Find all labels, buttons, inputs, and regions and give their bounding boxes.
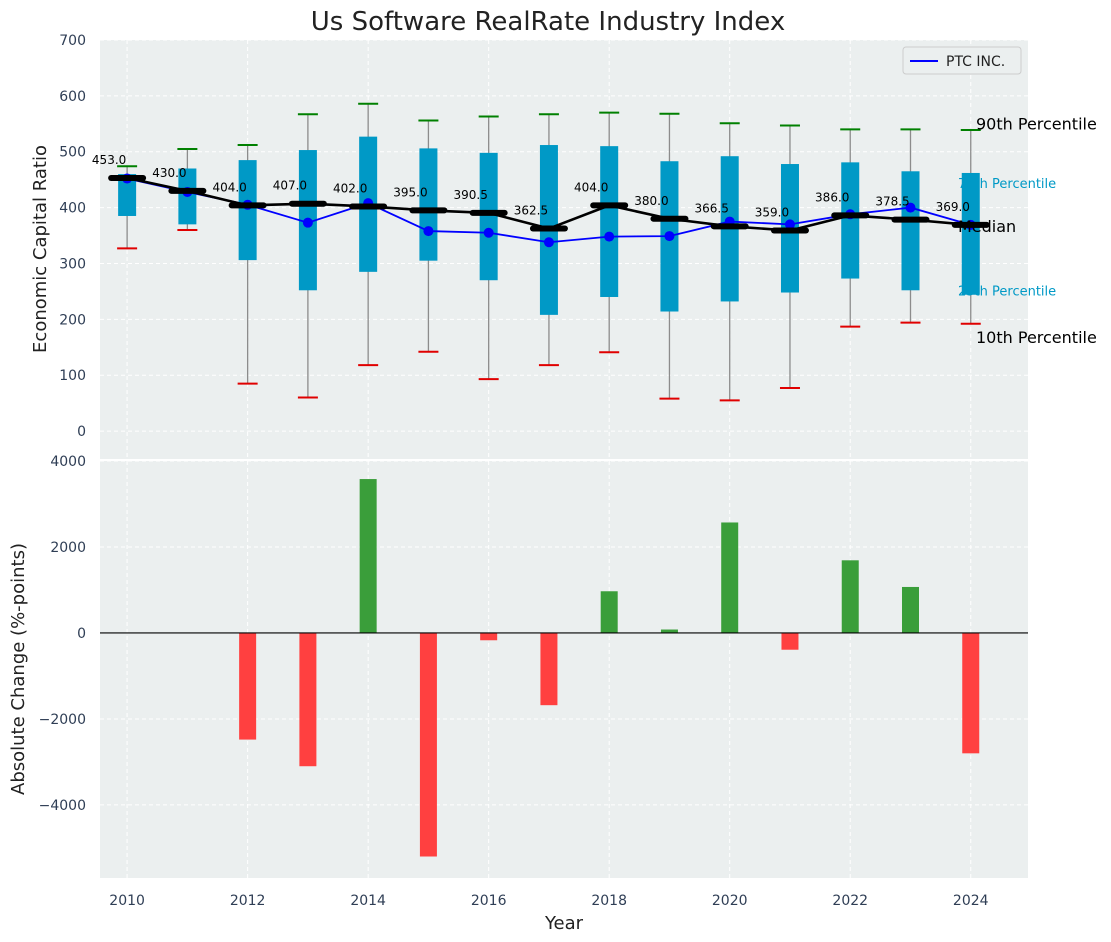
median-value-label: 390.5 (453, 188, 487, 202)
bottom-y-axis-ticks: −4000 −2000 0 2000 4000 (39, 454, 86, 814)
top-y-tick-label: 500 (59, 145, 86, 161)
median-value-label: 395.0 (393, 185, 427, 199)
change-bar (660, 629, 678, 633)
x-tick-label: 2024 (953, 893, 989, 909)
company-point (905, 202, 916, 213)
change-bar (600, 591, 618, 633)
annotation-p25: 25th Percentile (958, 284, 1056, 299)
change-bar (540, 632, 558, 706)
change-bar (841, 560, 859, 633)
change-bar (901, 586, 919, 633)
change-bar (721, 522, 739, 633)
median-value-label: 404.0 (212, 180, 246, 194)
x-tick-label: 2018 (591, 893, 627, 909)
x-axis-ticks: 2010 2012 2014 2016 2018 2020 2022 2024 (109, 893, 988, 909)
iqr-box (118, 174, 137, 216)
legend-box (902, 46, 1022, 75)
company-point (483, 227, 494, 238)
company-point (423, 226, 434, 237)
change-bar (962, 632, 980, 754)
median-value-label: 402.0 (333, 181, 367, 195)
company-point (664, 231, 675, 242)
top-y-axis-ticks: 0 100 200 300 400 500 600 700 (59, 33, 86, 440)
company-point (302, 217, 313, 228)
median-value-label: 453.0 (92, 153, 126, 167)
x-tick-label: 2020 (712, 893, 748, 909)
change-bar (781, 632, 799, 650)
iqr-box (841, 162, 860, 279)
median-value-label: 369.0 (936, 200, 970, 214)
top-y-tick-label: 400 (59, 201, 86, 217)
iqr-box (600, 146, 619, 297)
iqr-box (961, 172, 980, 295)
iqr-box (238, 160, 257, 261)
top-y-tick-label: 700 (59, 33, 86, 49)
change-bar (299, 632, 317, 767)
median-value-label: 359.0 (755, 206, 789, 220)
bottom-y-axis-label: Absolute Change (%-points) (8, 543, 29, 795)
x-tick-label: 2010 (109, 893, 145, 909)
change-bar-series (100, 479, 1028, 857)
bottom-y-tick-label: −4000 (39, 798, 86, 814)
box-plot-series: 453.0 430.0 404.0 407.0 402.0 395.0 390.5 362.5… (92, 102, 1097, 402)
x-axis-label: Year (544, 913, 584, 934)
change-bar (239, 632, 257, 740)
iqr-box (419, 148, 438, 261)
median-value-label: 407.0 (273, 179, 307, 193)
median-value-label: 362.5 (514, 204, 548, 218)
median-value-label: 378.5 (875, 195, 909, 209)
annotation-p90: 90th Percentile (976, 114, 1097, 133)
legend: PTC INC. (902, 46, 1022, 75)
annotation-p10: 10th Percentile (976, 328, 1097, 347)
x-tick-label: 2022 (832, 893, 868, 909)
bottom-y-tick-label: 4000 (50, 454, 86, 470)
x-tick-label: 2012 (230, 893, 266, 909)
legend-label-ptc: PTC INC. (946, 54, 1005, 70)
company-point (543, 237, 554, 248)
x-tick-label: 2016 (471, 893, 507, 909)
change-bar (480, 632, 498, 641)
top-y-tick-label: 100 (59, 368, 86, 384)
top-y-tick-label: 300 (59, 256, 86, 272)
change-bar (359, 479, 377, 633)
iqr-box (901, 171, 920, 291)
bottom-y-tick-label: −2000 (39, 712, 86, 728)
bottom-y-tick-label: 2000 (50, 540, 86, 556)
change-bar (419, 632, 437, 857)
top-y-tick-label: 200 (59, 312, 86, 328)
median-value-label: 380.0 (634, 194, 668, 208)
median-value-label: 386.0 (815, 190, 849, 204)
top-y-tick-label: 0 (77, 424, 86, 440)
annotation-p75: 75th Percentile (958, 177, 1056, 192)
median-value-label: 430.0 (152, 166, 186, 180)
median-value-label: 404.0 (574, 180, 608, 194)
company-point (784, 219, 795, 230)
top-y-tick-label: 600 (59, 89, 86, 105)
top-y-axis-label: Economic Capital Ratio (30, 145, 51, 353)
annotation-median: Median (958, 217, 1016, 236)
chart-title: Us Software RealRate Industry Index (311, 7, 785, 37)
median-value-label: 366.5 (695, 201, 729, 215)
iqr-box (479, 152, 498, 281)
company-point (604, 231, 615, 242)
bottom-y-tick-label: 0 (77, 626, 86, 642)
x-tick-label: 2014 (350, 893, 386, 909)
